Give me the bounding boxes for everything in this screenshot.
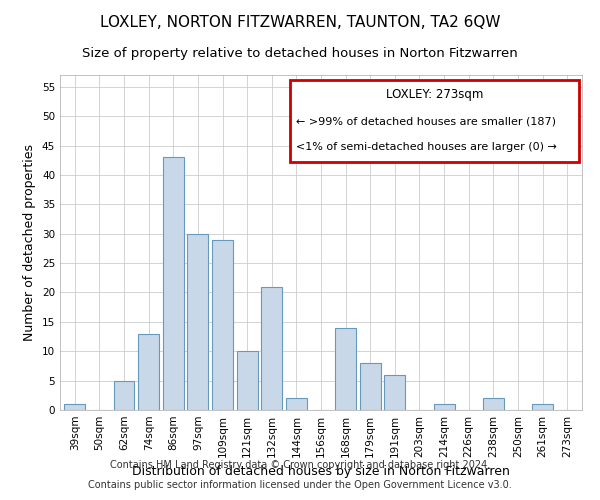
X-axis label: Distribution of detached houses by size in Norton Fitzwarren: Distribution of detached houses by size … [132,466,510,478]
Bar [113,380,134,410]
Bar [212,240,233,410]
Bar [187,234,208,410]
Text: Contains public sector information licensed under the Open Government Licence v3: Contains public sector information licen… [88,480,512,490]
Bar [532,404,553,410]
Text: LOXLEY, NORTON FITZWARREN, TAUNTON, TA2 6QW: LOXLEY, NORTON FITZWARREN, TAUNTON, TA2 … [100,15,500,30]
Text: Contains HM Land Registry data © Crown copyright and database right 2024.: Contains HM Land Registry data © Crown c… [110,460,490,470]
Bar [64,404,85,410]
Bar [335,328,356,410]
Bar [236,351,257,410]
Text: LOXLEY: 273sqm: LOXLEY: 273sqm [386,88,483,102]
FancyBboxPatch shape [290,80,580,162]
Bar [261,286,282,410]
Bar [483,398,504,410]
Bar [286,398,307,410]
Text: Size of property relative to detached houses in Norton Fitzwarren: Size of property relative to detached ho… [82,48,518,60]
Y-axis label: Number of detached properties: Number of detached properties [23,144,37,341]
Bar [385,374,406,410]
Bar [434,404,455,410]
Text: ← >99% of detached houses are smaller (187): ← >99% of detached houses are smaller (1… [296,116,556,126]
Text: <1% of semi-detached houses are larger (0) →: <1% of semi-detached houses are larger (… [296,142,557,152]
Bar [360,363,381,410]
Bar [138,334,159,410]
Bar [163,158,184,410]
